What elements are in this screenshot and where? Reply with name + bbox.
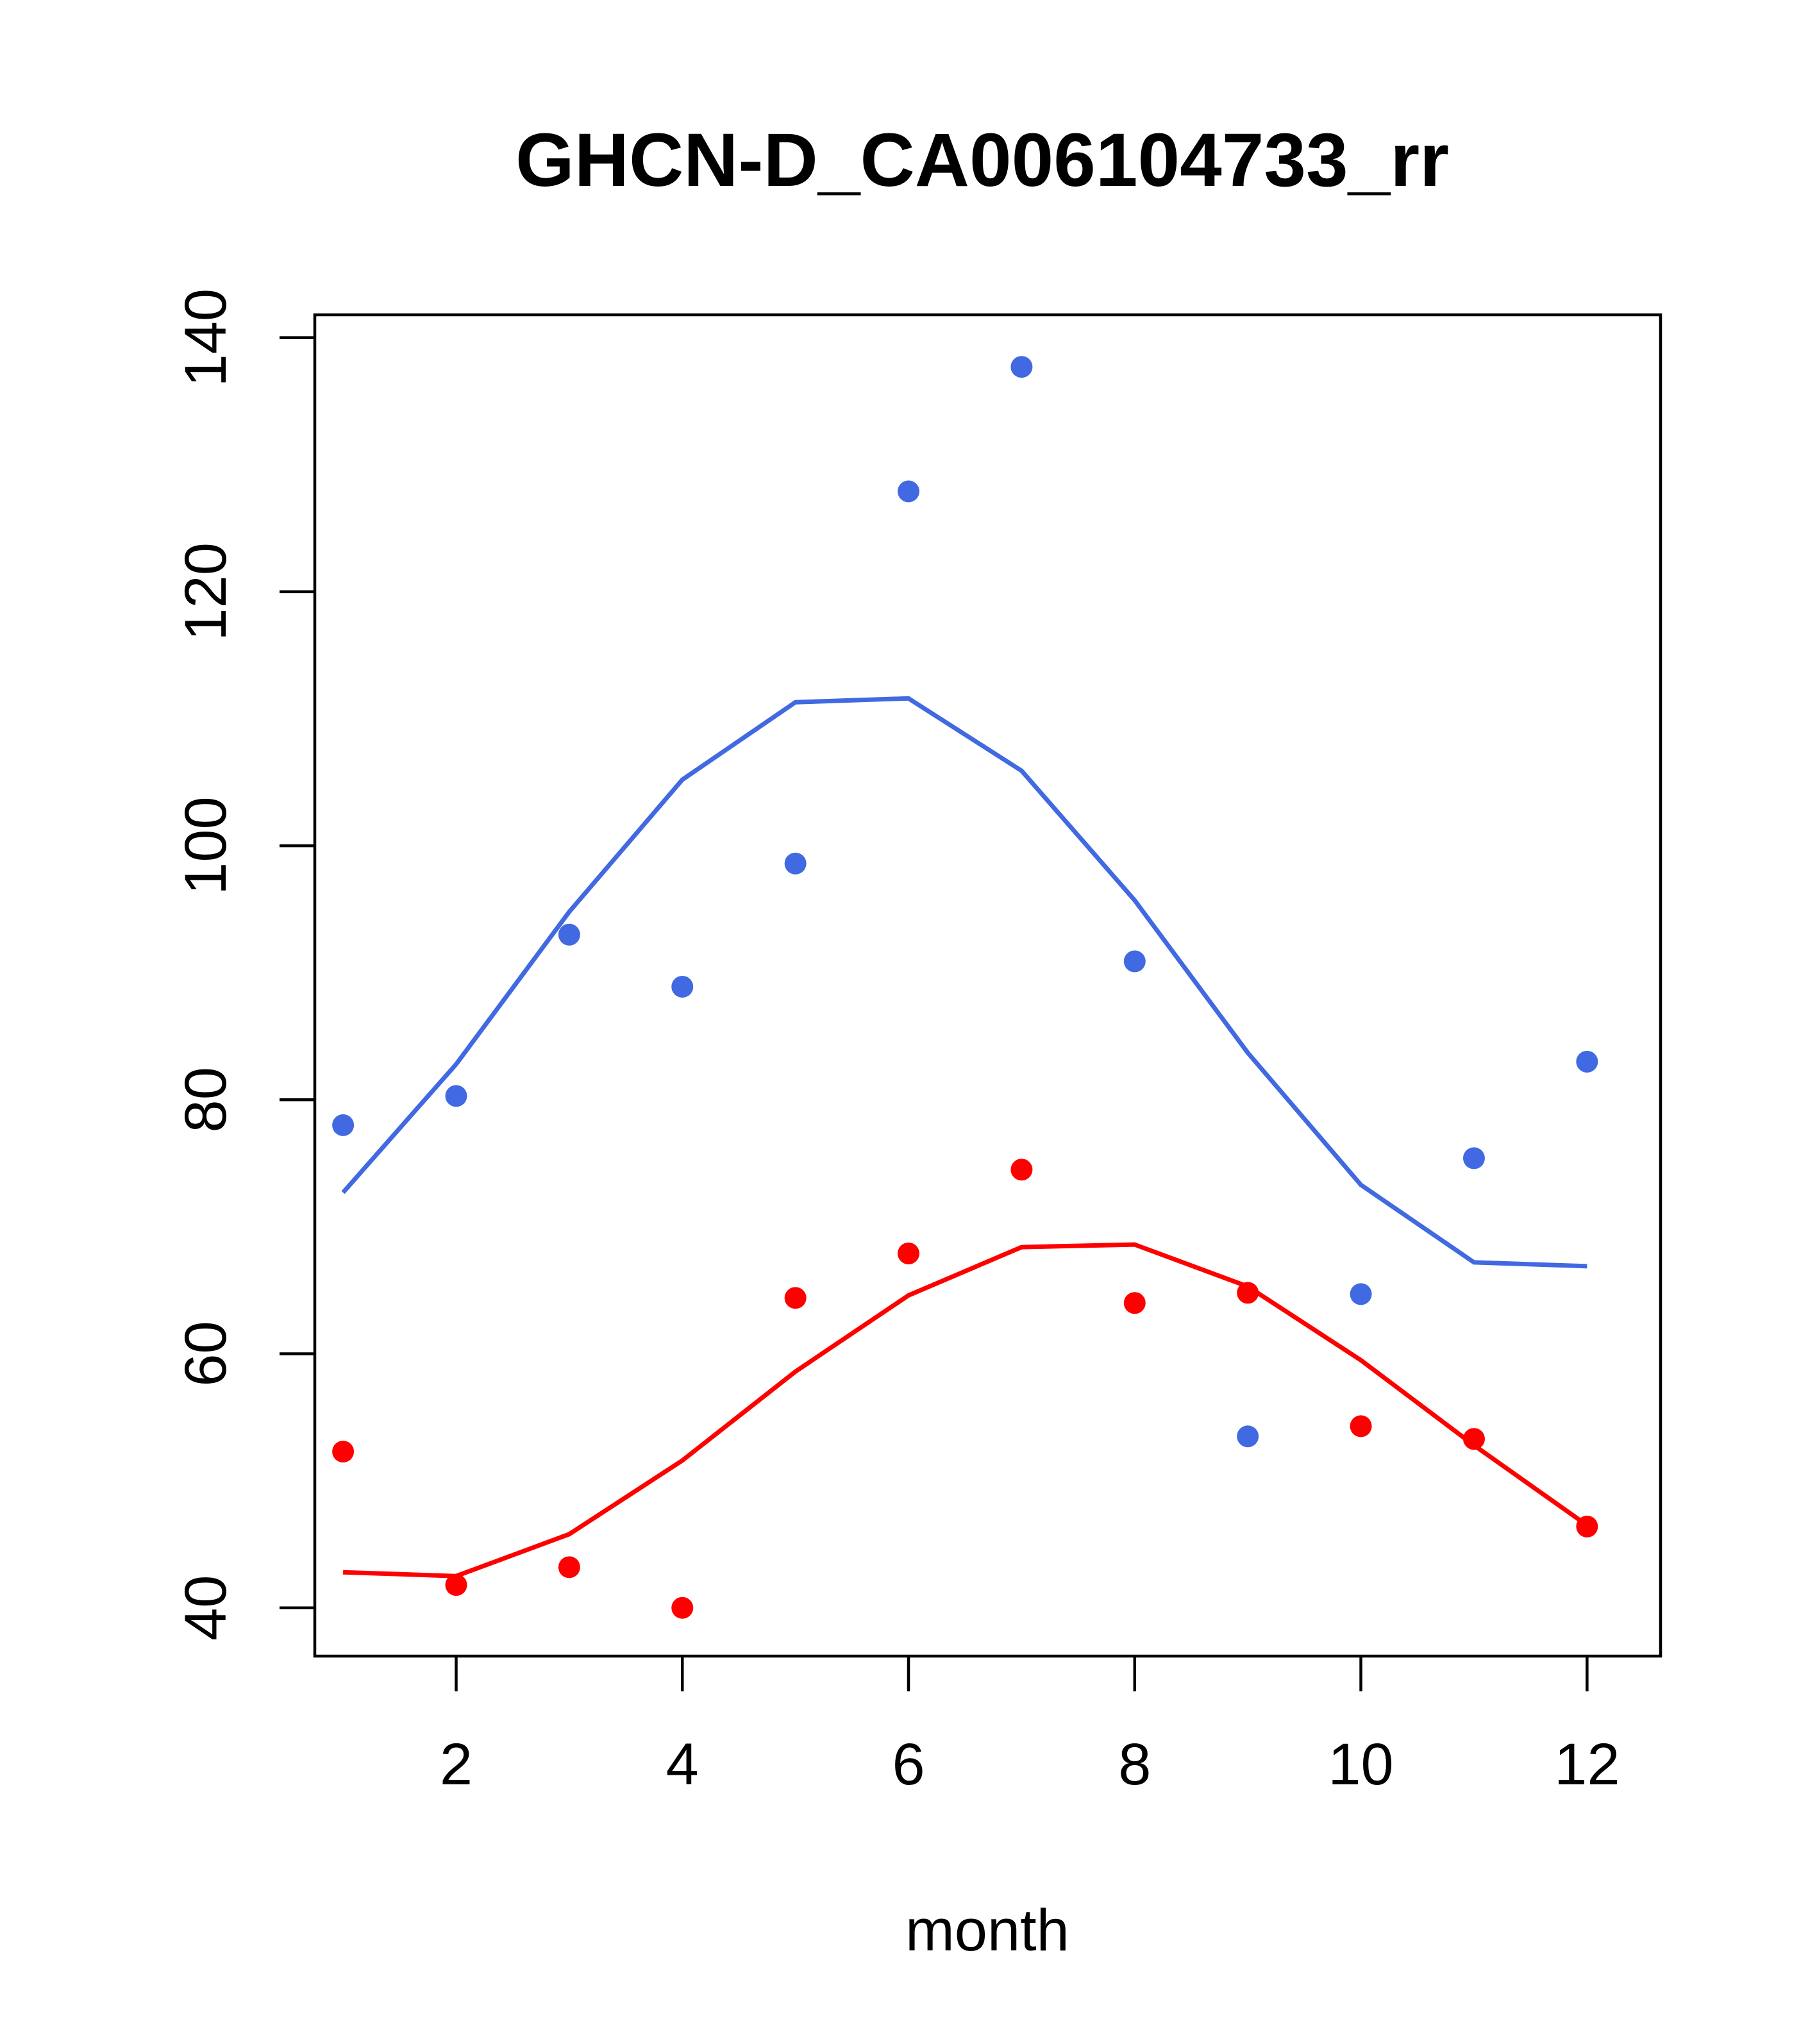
y-tick-label: 60 [173,1321,239,1386]
data-point [1010,356,1033,378]
data-point [445,1085,467,1107]
data-point [898,1243,920,1265]
data-point [1576,1050,1598,1073]
data-point [1237,1425,1259,1448]
data-point [558,923,580,946]
data-point [1123,950,1146,973]
data-point [1462,1428,1485,1450]
data-point [784,1287,807,1309]
y-tick-label: 140 [173,289,239,387]
x-tick-label: 2 [440,1732,473,1797]
y-axis: 40 60 80 100 120 140 [173,289,315,1641]
series-line-1 [341,696,1587,1269]
data-point [671,975,694,998]
data-point [558,1556,580,1579]
data-point [332,1114,355,1136]
x-axis-label: month [905,1898,1069,1963]
series-line-3 [342,1242,1589,1579]
y-tick-label: 100 [173,796,239,895]
series-layer [332,356,1598,1619]
data-point [332,1441,355,1463]
plot-frame [313,313,1662,1658]
data-point [1123,1292,1146,1314]
y-tick-label: 80 [173,1067,239,1132]
x-tick-label: 6 [892,1732,925,1797]
data-point [1010,1159,1033,1181]
y-tick-label: 40 [173,1575,239,1641]
data-point [1350,1283,1372,1305]
x-tick-label: 10 [1328,1732,1393,1797]
data-point [671,1596,694,1619]
x-tick-label: 12 [1554,1732,1620,1797]
data-point [784,852,807,875]
data-point [1350,1415,1372,1437]
x-axis: 2 4 6 8 10 12 [440,1656,1620,1797]
data-point [898,480,920,503]
data-point [1462,1147,1485,1169]
x-tick-label: 8 [1118,1732,1151,1797]
chart-title: GHCN-D_CA006104733_rr [515,118,1449,203]
x-tick-label: 4 [666,1732,699,1797]
y-tick-label: 120 [173,542,239,641]
data-point [445,1574,467,1596]
